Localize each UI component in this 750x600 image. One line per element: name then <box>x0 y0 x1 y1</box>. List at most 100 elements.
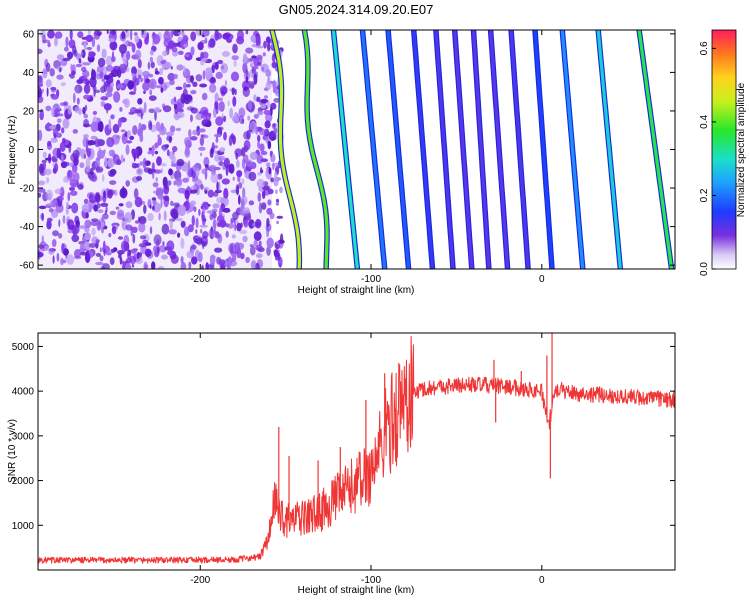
noise-speckle <box>236 247 242 259</box>
noise-speckle <box>86 148 92 158</box>
noise-speckle <box>52 255 55 264</box>
noise-speckle <box>143 101 147 113</box>
noise-speckle <box>47 122 50 130</box>
noise-speckle <box>54 31 63 39</box>
noise-speckle <box>267 199 272 206</box>
noise-speckle <box>172 30 181 37</box>
noise-speckle <box>257 247 265 253</box>
noise-speckle <box>214 92 219 103</box>
noise-speckle <box>91 236 99 244</box>
snr-y-tick-label: 4000 <box>12 387 35 398</box>
noise-speckle <box>255 253 263 259</box>
noise-speckle <box>160 60 167 65</box>
noise-speckle <box>147 150 153 155</box>
noise-speckle <box>231 87 235 96</box>
noise-speckle <box>111 225 117 235</box>
noise-speckle <box>201 168 207 175</box>
noise-speckle <box>54 163 59 173</box>
noise-speckle <box>102 240 106 252</box>
noise-speckle <box>122 59 128 66</box>
noise-speckle <box>119 44 127 54</box>
noise-speckle <box>130 30 133 41</box>
noise-speckle <box>48 249 55 255</box>
noise-speckle <box>249 151 258 160</box>
noise-speckle <box>234 88 237 96</box>
noise-speckle <box>152 34 161 45</box>
tone-line <box>471 30 491 269</box>
noise-speckle <box>38 244 44 250</box>
noise-speckle <box>149 50 154 56</box>
noise-speckle <box>197 41 204 51</box>
snr-x-label: Height of straight line (km) <box>298 585 415 596</box>
noise-speckle <box>210 173 219 183</box>
noise-speckle <box>118 203 124 207</box>
noise-speckle <box>121 260 125 265</box>
noise-speckle <box>267 188 274 195</box>
noise-speckle <box>218 207 222 219</box>
noise-speckle <box>238 194 241 205</box>
noise-speckle <box>158 212 161 221</box>
noise-speckle <box>70 70 76 76</box>
noise-speckle <box>199 83 208 88</box>
noise-speckle <box>113 154 120 165</box>
noise-speckle <box>237 30 244 41</box>
noise-speckle <box>189 136 198 141</box>
noise-speckle <box>272 88 281 94</box>
noise-speckle <box>66 201 69 209</box>
noise-speckle <box>74 249 82 258</box>
noise-speckle <box>84 226 90 233</box>
noise-speckle <box>267 41 271 52</box>
noise-speckle <box>223 157 231 169</box>
noise-speckle <box>47 42 51 48</box>
noise-speckle <box>167 72 176 81</box>
noise-speckle <box>217 59 224 65</box>
noise-speckle <box>245 256 250 264</box>
noise-speckle <box>111 56 116 63</box>
tone-line <box>533 30 554 269</box>
noise-speckle <box>236 222 242 232</box>
noise-speckle <box>260 158 268 163</box>
noise-speckle <box>87 140 96 146</box>
noise-speckle <box>175 177 183 186</box>
noise-speckle <box>275 202 279 206</box>
noise-speckle <box>250 245 256 256</box>
noise-speckle <box>101 48 107 59</box>
snr-line <box>38 335 675 564</box>
noise-speckle <box>103 103 112 111</box>
noise-speckle <box>169 125 176 133</box>
spectrogram-y-tick-label: 0 <box>28 145 34 156</box>
noise-speckle <box>49 125 56 130</box>
colorbar-tick-label: 0.4 <box>699 115 710 129</box>
noise-speckle <box>228 135 233 147</box>
noise-speckle <box>161 254 168 260</box>
noise-speckle <box>117 118 122 128</box>
noise-speckle <box>260 104 267 109</box>
noise-speckle <box>170 200 174 207</box>
noise-speckle <box>138 122 142 131</box>
noise-speckle <box>177 232 181 238</box>
noise-speckle <box>168 168 173 176</box>
noise-speckle <box>87 30 91 36</box>
noise-speckle <box>105 92 113 98</box>
noise-speckle <box>83 42 87 51</box>
noise-speckle <box>198 146 206 151</box>
spectrogram-x-label: Height of straight line (km) <box>298 285 415 296</box>
noise-speckle <box>239 229 248 235</box>
noise-speckle <box>200 235 208 247</box>
noise-speckle <box>124 212 133 223</box>
noise-speckle <box>50 137 58 143</box>
noise-speckle <box>100 202 109 207</box>
noise-speckle <box>99 71 104 79</box>
noise-speckle <box>253 113 259 119</box>
noise-speckle <box>199 136 205 146</box>
noise-speckle <box>276 220 279 225</box>
noise-speckle <box>169 79 175 86</box>
colorbar-ticks: 0.0 0.2 0.4 0.6 <box>699 41 716 276</box>
noise-speckle <box>219 219 227 228</box>
noise-speckle <box>257 140 261 149</box>
noise-speckle <box>127 80 135 90</box>
noise-speckle <box>106 137 115 148</box>
noise-speckle <box>168 229 177 235</box>
noise-speckle <box>186 84 191 88</box>
